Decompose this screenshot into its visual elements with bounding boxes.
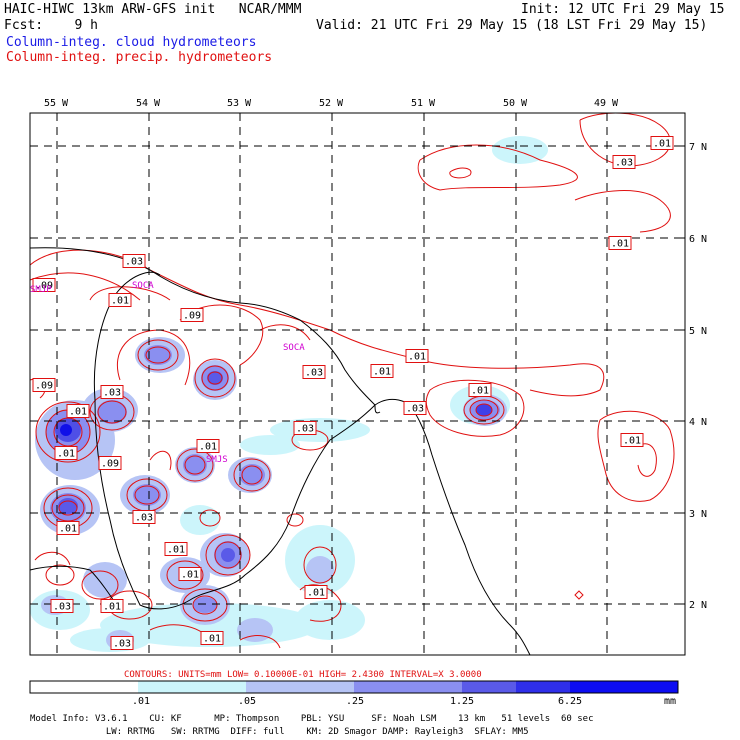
lon-label: 53 W [227, 98, 252, 109]
contour-label-text: .01 [408, 352, 426, 363]
run-title: HAIC-HIWC 13km ARW-GFS init NCAR/MMM [4, 2, 302, 17]
legend-precip-hydrometeors: Column-integ. precip. hydrometeors [6, 50, 273, 65]
map-frame [29, 112, 686, 656]
contour-label: .09 [180, 308, 204, 322]
contour-label: .03 [100, 385, 124, 399]
contour-label: .01 [66, 404, 90, 418]
contour-label: .09 [32, 278, 56, 292]
colorbar-unit: mm [664, 696, 676, 707]
contour-label-text: .01 [59, 524, 77, 535]
lon-label: 55 W [44, 98, 69, 109]
contour-label-text: .09 [101, 459, 119, 470]
station-label: SOCA [283, 343, 305, 353]
contour-label: .01 [608, 236, 632, 250]
ticks [56, 113, 685, 605]
model-info-line2: LW: RRTMG SW: RRTMG DIFF: full KM: 2D Sm… [30, 727, 529, 737]
contour-label-text: .01 [307, 588, 325, 599]
lat-label: 2 N [689, 600, 707, 611]
station-label: SMJS [206, 455, 228, 465]
lon-label: 49 W [594, 98, 619, 109]
lat-label: 7 N [689, 142, 707, 153]
contour-label: .01 [54, 446, 78, 460]
lon-label: 54 W [136, 98, 161, 109]
contour-label-text: .01 [111, 296, 129, 307]
contour-label: .03 [50, 599, 74, 613]
contour-label: .01 [620, 433, 644, 447]
contour-label-text: .09 [35, 281, 53, 292]
contour-label: .01 [56, 521, 80, 535]
contour-label-text: .03 [113, 639, 131, 650]
contour-label: .03 [612, 155, 636, 169]
lon-label: 51 W [411, 98, 436, 109]
latlon-grid [30, 113, 685, 655]
contour-label-text: .01 [167, 545, 185, 556]
contour-labels: .01 .03 .01 .03 .09 .09 .01 .09 .03 .01 .03 .01 .01.… [32, 136, 674, 650]
colorbar-tick: 6.25 [558, 696, 582, 707]
contour-label-text: .01 [199, 442, 217, 453]
station-label: SMJP [30, 285, 52, 295]
contour-label-text: .03 [125, 257, 143, 268]
colorbar [29, 680, 679, 694]
contour-label-text: .03 [296, 424, 314, 435]
lat-label: 3 N [689, 509, 707, 520]
colorbar-tick: .25 [346, 696, 364, 707]
contour-label-text: .01 [471, 386, 489, 397]
lat-label: 6 N [689, 234, 707, 245]
contour-label: .01 [405, 349, 429, 363]
contour-label: .03 [132, 510, 156, 524]
forecast-hour: Fcst: 9 h [4, 18, 98, 33]
contour-label: .03 [302, 365, 326, 379]
lon-label: 50 W [503, 98, 528, 109]
lat-label: 5 N [689, 326, 707, 337]
contour-label: .01 [304, 585, 328, 599]
contour-label-text: .01 [57, 449, 75, 460]
lon-label: 52 W [319, 98, 344, 109]
contour-label: .03 [293, 421, 317, 435]
contour-label-text: .01 [623, 436, 641, 447]
contour-label: .01 [650, 136, 674, 150]
contour-label-text: .01 [103, 602, 121, 613]
contour-label: .09 [32, 378, 56, 392]
contour-label: .01 [468, 383, 492, 397]
colorbar-tick: .01 [132, 696, 150, 707]
contour-label-text: .03 [406, 404, 424, 415]
contour-label: .01 [164, 542, 188, 556]
coastline [29, 247, 531, 656]
colorbar-tick: .05 [238, 696, 256, 707]
contour-label-text: .03 [53, 602, 71, 613]
contour-label-text: .01 [181, 570, 199, 581]
contour-label: .01 [108, 293, 132, 307]
colorbar-tick: 1.25 [450, 696, 474, 707]
contour-label: .01 [200, 631, 224, 645]
contour-label-text: .03 [135, 513, 153, 524]
station-label: SOCA [132, 281, 154, 291]
contour-label: .01 [100, 599, 124, 613]
contour-label: .03 [122, 254, 146, 268]
contour-label-text: .03 [103, 388, 121, 399]
contour-label-text: .09 [35, 381, 53, 392]
contour-label: .01 [196, 439, 220, 453]
legend-cloud-hydrometeors: Column-integ. cloud hydrometeors [6, 35, 257, 50]
model-info-line1: Model Info: V3.6.1 CU: KF MP: Thompson P… [30, 714, 594, 724]
contour-label-text: .01 [611, 239, 629, 250]
valid-time: Valid: 21 UTC Fri 29 May 15 (18 LST Fri … [316, 18, 708, 33]
contour-label: .01 [370, 364, 394, 378]
contour-label-text: .01 [69, 407, 87, 418]
contour-label-text: .09 [183, 311, 201, 322]
contour-label-text: .03 [615, 158, 633, 169]
contour-label: .09 [98, 456, 122, 470]
contour-label: .03 [403, 401, 427, 415]
contour-label-text: .01 [373, 367, 391, 378]
contour-label-text: .03 [305, 368, 323, 379]
init-time: Init: 12 UTC Fri 29 May 15 [521, 2, 725, 17]
contour-label: .03 [110, 636, 134, 650]
contour-info: CONTOURS: UNITS=mm LOW= 0.10000E-01 HIGH… [124, 670, 482, 680]
contour-label-text: .01 [203, 634, 221, 645]
lat-label: 4 N [689, 417, 707, 428]
contour-label-text: .01 [653, 139, 671, 150]
contour-label: .01 [178, 567, 202, 581]
